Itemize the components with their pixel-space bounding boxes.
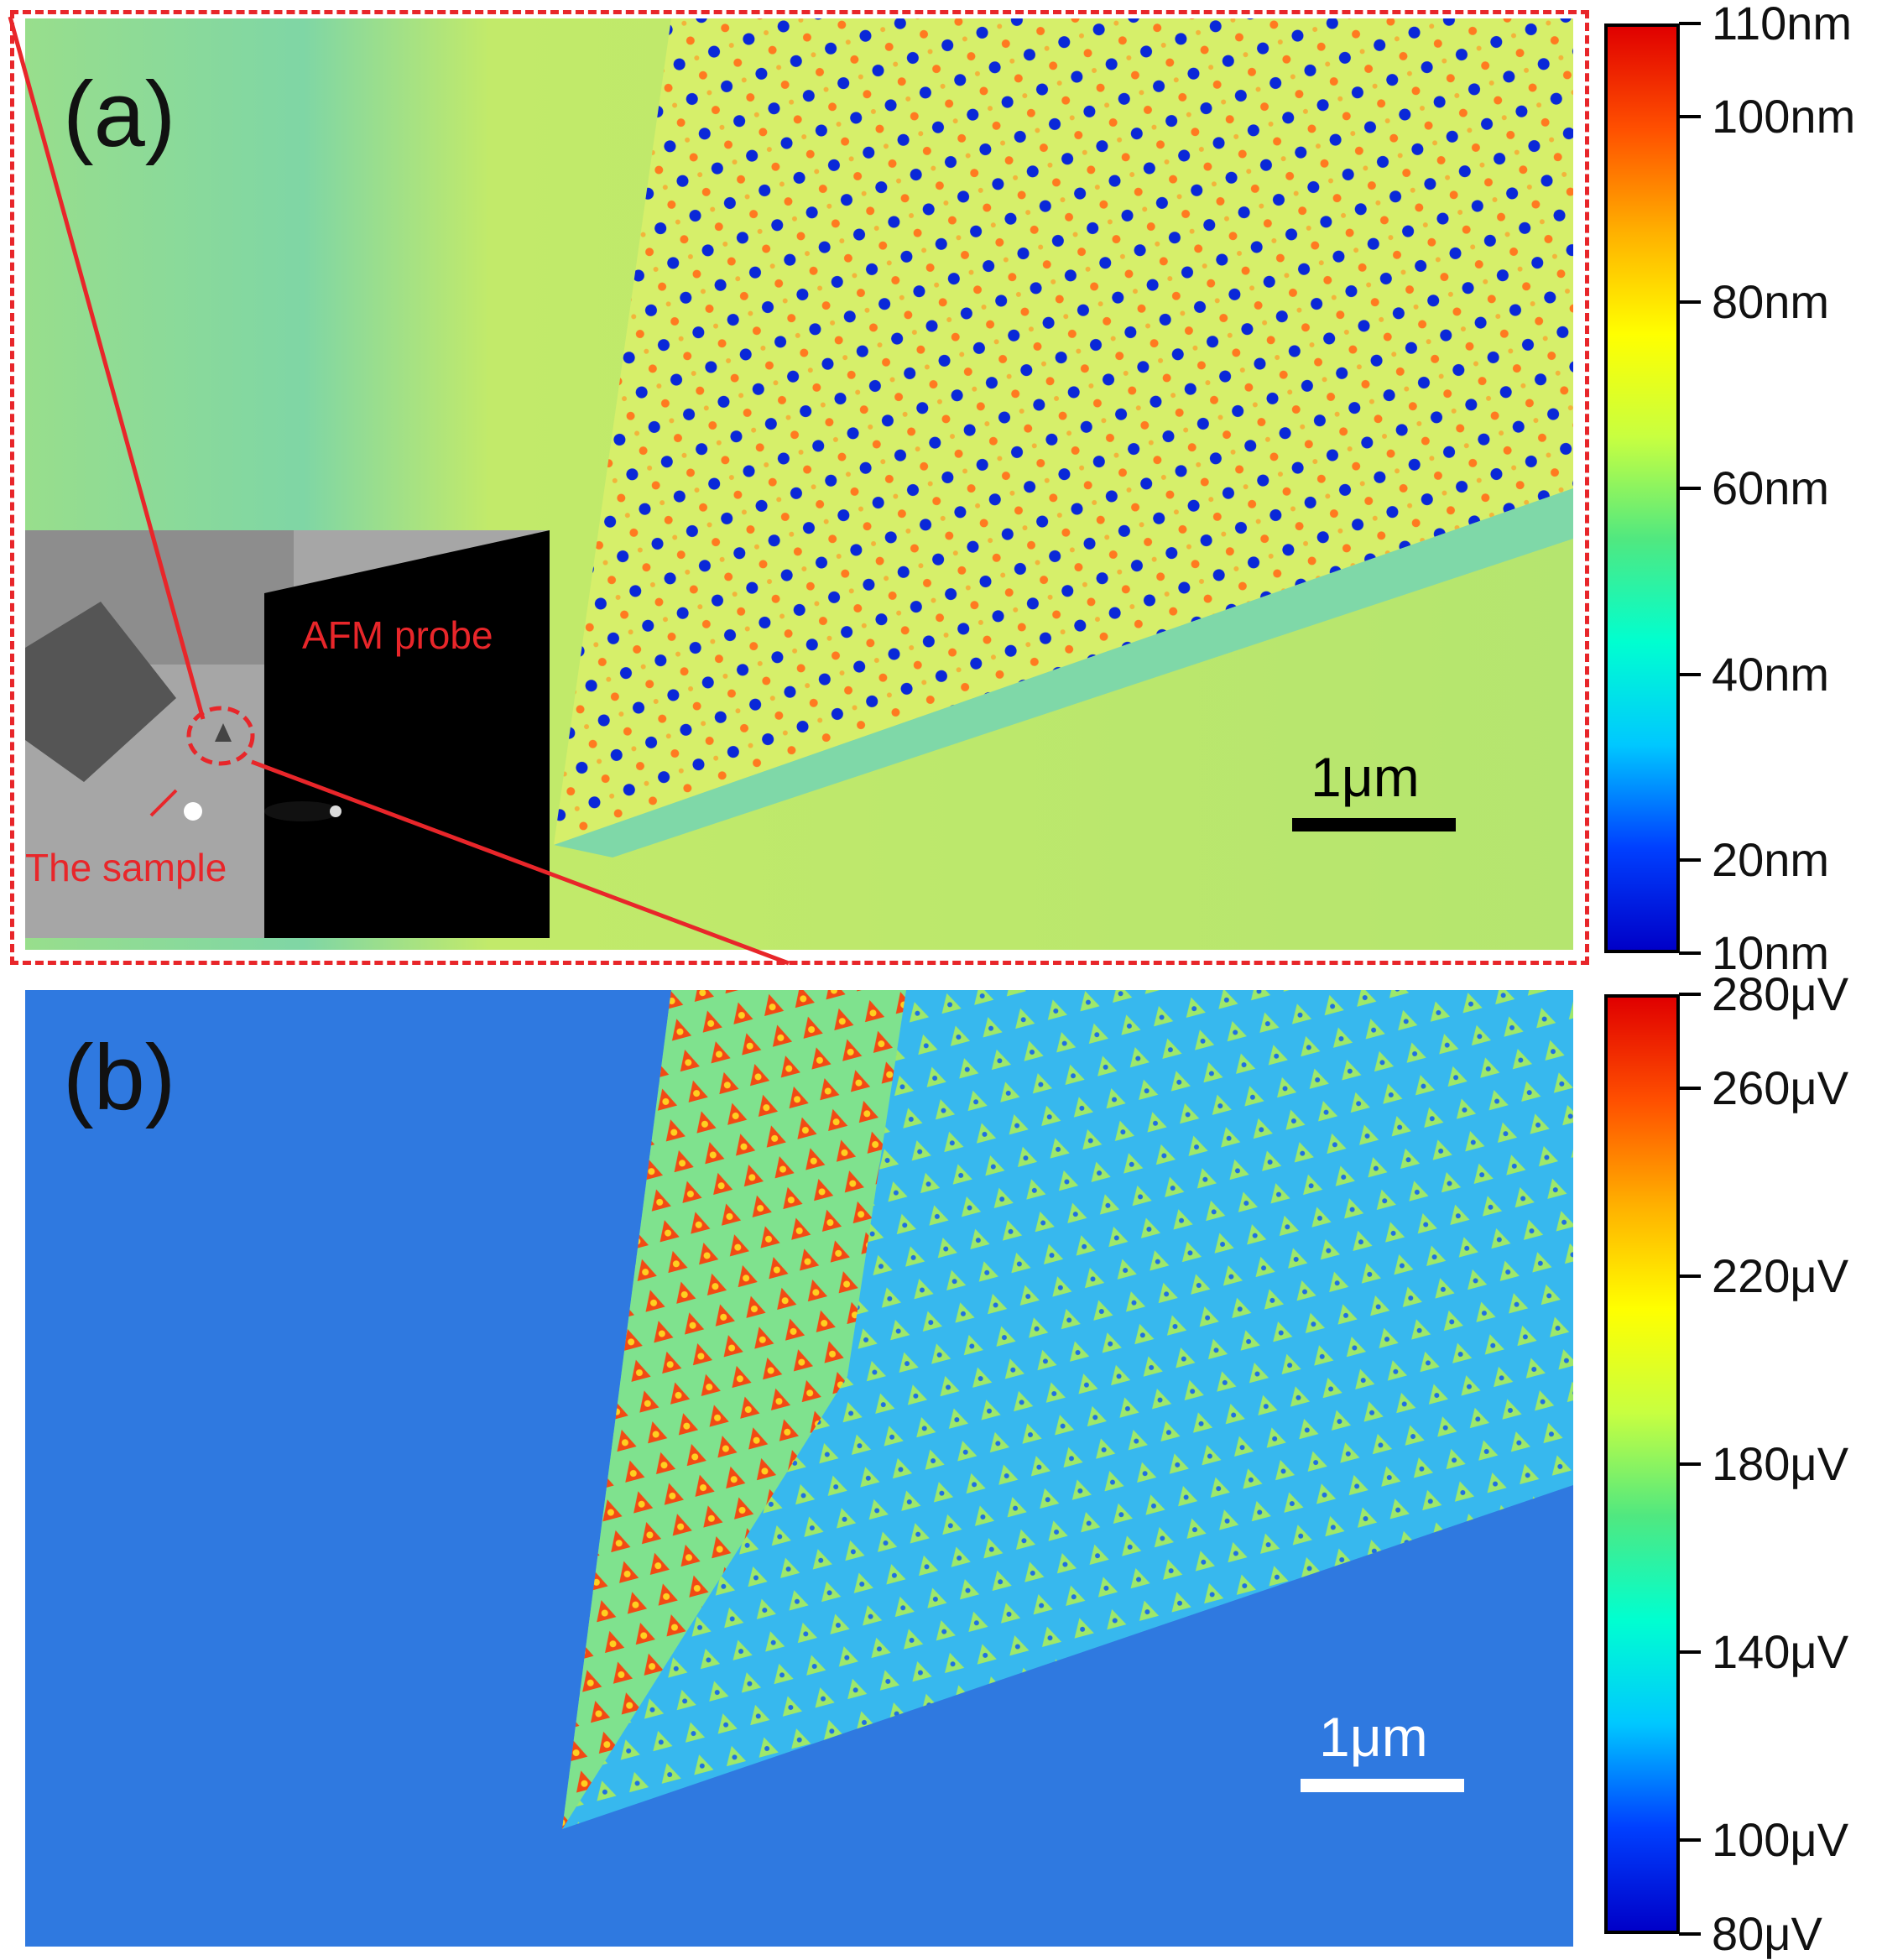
scalebar-b: [1301, 1779, 1464, 1792]
colorbar-a-tick: [1679, 300, 1701, 305]
colorbar-a-tick: [1679, 114, 1701, 118]
colorbar-b-tick-label: 140μV: [1712, 1625, 1849, 1678]
colorbar-b-tick: [1679, 1462, 1701, 1466]
colorbar-b-tick: [1679, 1650, 1701, 1654]
colorbar-b-tick: [1679, 1838, 1701, 1842]
colorbar-a-tick: [1679, 487, 1701, 490]
zoom-callout-frame: [10, 10, 1589, 965]
colorbar-b: [1604, 994, 1680, 1934]
scalebar-a: [1292, 818, 1456, 831]
topography-map-panel: (a): [25, 18, 1573, 950]
colorbar-a-tick: [1679, 858, 1701, 863]
colorbar-b-tick-label: 220μV: [1712, 1249, 1849, 1302]
colorbar-a: [1604, 23, 1680, 953]
colorbar-a-tick-label: 100nm: [1712, 89, 1856, 143]
colorbar-a-tick-label: 20nm: [1712, 833, 1830, 887]
sample-label: The sample: [25, 846, 227, 889]
colorbar-b-tick-label: 280μV: [1712, 967, 1849, 1020]
afm-probe-label: AFM probe: [302, 613, 493, 657]
colorbar-b-tick: [1679, 1932, 1701, 1936]
colorbar-a-tick-label: 60nm: [1712, 461, 1830, 514]
colorbar-b-tick-label: 100μV: [1712, 1813, 1849, 1866]
colorbar-b-tick-label: 260μV: [1712, 1061, 1849, 1114]
colorbar-a-tick-label: 80nm: [1712, 275, 1830, 329]
signal-image: [25, 990, 1573, 1947]
colorbar-a-tick-label: 110nm: [1712, 0, 1853, 50]
panel-b-label: (b): [63, 1026, 176, 1129]
colorbar-b-tick: [1679, 993, 1701, 996]
colorbar-a-tick: [1679, 22, 1701, 25]
colorbar-a-tick: [1679, 951, 1701, 955]
colorbar-b-tick-label: 180μV: [1712, 1437, 1849, 1490]
colorbar-a-tick-label: 10nm: [1712, 926, 1830, 979]
scalebar-a-label: 1μm: [1311, 746, 1420, 808]
colorbar-b-tick: [1679, 1275, 1701, 1278]
colorbar-a-tick: [1679, 672, 1701, 676]
colorbar-b-tick-label: 80μV: [1712, 1907, 1822, 1960]
scalebar-b-label: 1μm: [1319, 1706, 1428, 1768]
colorbar-b-tick: [1679, 1087, 1701, 1090]
colorbar-a-tick-label: 40nm: [1712, 647, 1830, 701]
signal-map-panel: (b): [25, 990, 1573, 1947]
